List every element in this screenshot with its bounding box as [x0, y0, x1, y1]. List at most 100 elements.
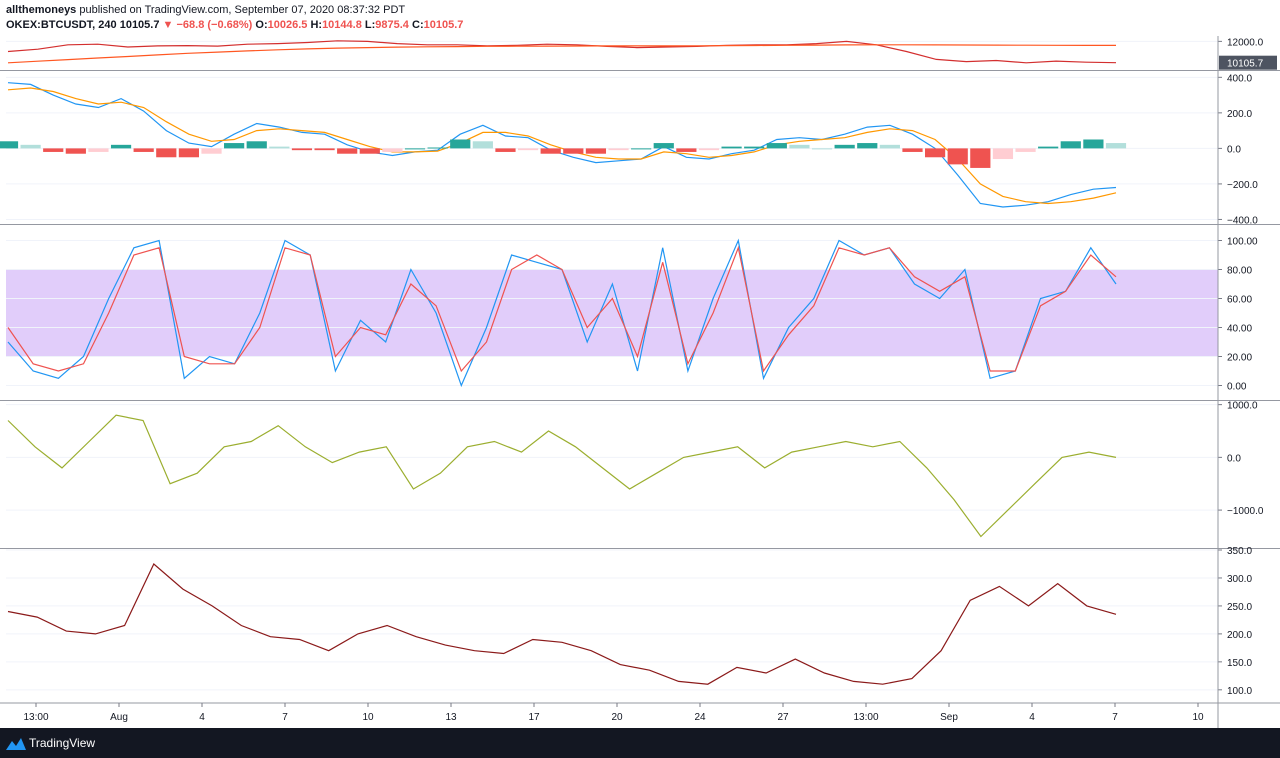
- histogram-bar: [653, 143, 674, 149]
- histogram-bar: [201, 148, 222, 154]
- histogram-bar: [133, 148, 154, 152]
- macd-macd-line: [7, 82, 1117, 208]
- x-tick-label: 17: [528, 712, 540, 723]
- open-label: O:: [255, 19, 268, 31]
- brand-label: TradingView: [29, 736, 96, 750]
- high-value: 10144.8: [322, 19, 362, 31]
- y-tick-label: −1000.0: [1227, 506, 1264, 517]
- histogram-bar: [992, 148, 1014, 160]
- low-label: L:: [364, 19, 376, 31]
- y-tick-label: 200.0: [1227, 109, 1252, 120]
- histogram-bar: [495, 148, 516, 152]
- histogram-bar: [224, 143, 245, 149]
- price-change: −68.8 (−0.68%): [176, 19, 253, 31]
- close-value: 10105.7: [423, 19, 464, 31]
- histogram-bar: [156, 148, 177, 158]
- open-value: 10026.5: [267, 19, 308, 31]
- chart-header: allthemoneys published on TradingView.co…: [0, 0, 1280, 36]
- histogram-bar: [608, 148, 629, 151]
- x-tick-label: Sep: [940, 712, 958, 723]
- stochastic-%D-line: [7, 245, 1117, 373]
- y-tick-label: 40.00: [1227, 324, 1252, 335]
- publish-info: allthemoneys published on TradingView.co…: [6, 4, 405, 16]
- histogram-bar: [721, 146, 742, 149]
- y-tick-label: 400.0: [1227, 73, 1252, 84]
- x-tick-label: 13: [445, 712, 457, 723]
- histogram-bar: [269, 146, 290, 149]
- y-tick-label: 1000.0: [1227, 401, 1258, 412]
- y-tick-label: 0.0: [1227, 144, 1241, 155]
- histogram-bar: [246, 141, 267, 149]
- histogram-bar: [857, 143, 878, 149]
- histogram-bar: [382, 148, 403, 152]
- volatility-value-line: [7, 563, 1117, 685]
- histogram-bar: [902, 148, 923, 152]
- histogram-bar: [676, 148, 697, 152]
- tradingview-logo[interactable]: TradingView: [6, 736, 95, 750]
- y-tick-label: −200.0: [1227, 180, 1258, 191]
- x-tick-label: 4: [1029, 712, 1035, 723]
- chart-svg[interactable]: 12000.0 10105.7 400.0 200.0 0.0 −200.0 −400.0 1…: [0, 36, 1280, 728]
- x-tick-label: 27: [777, 712, 789, 723]
- low-value: 9875.4: [375, 19, 409, 31]
- histogram-bar: [540, 148, 561, 154]
- price-price-line: [7, 40, 1117, 64]
- histogram-bar: [925, 148, 946, 158]
- histogram-bar: [834, 144, 855, 149]
- histogram-bar: [970, 148, 991, 168]
- x-tick-label: 4: [199, 712, 205, 723]
- momentum-pane[interactable]: 1000.0 0.0 −1000.0: [0, 400, 1280, 538]
- tradingview-logo-icon: [6, 737, 26, 750]
- chart-area[interactable]: 12000.0 10105.7 400.0 200.0 0.0 −200.0 −400.0 1…: [0, 36, 1280, 728]
- histogram-bar: [585, 148, 607, 154]
- histogram-bar: [698, 148, 720, 151]
- y-tick-label: 200.0: [1227, 630, 1252, 641]
- author-name[interactable]: allthemoneys: [6, 4, 77, 16]
- price-marker-label: 10105.7: [1227, 59, 1264, 70]
- macd-pane[interactable]: 400.0 200.0 0.0 −200.0 −400.0: [0, 70, 1280, 227]
- histogram-bar: [811, 148, 833, 150]
- price-pane[interactable]: 12000.0 10105.7: [6, 37, 1277, 70]
- high-label: H:: [310, 19, 323, 31]
- y-tick-label: 300.0: [1227, 574, 1252, 585]
- last-price: 10105.7: [119, 19, 160, 31]
- histogram-bar: [359, 148, 380, 154]
- x-tick-label: 7: [1112, 712, 1118, 723]
- histogram-bar: [291, 148, 313, 151]
- x-tick-label: 10: [1192, 712, 1204, 723]
- y-tick-label: 12000.0: [1227, 37, 1264, 48]
- y-tick-label: −400.0: [1227, 215, 1258, 226]
- x-tick-label: 13:00: [23, 712, 48, 723]
- histogram-bar: [427, 147, 448, 149]
- symbol-info: OKEX:BTCUSDT, 240 10105.7 ▼ −68.8 (−0.68…: [6, 19, 463, 31]
- histogram-bar: [789, 144, 810, 149]
- x-tick-label: 7: [282, 712, 288, 723]
- volatility-pane[interactable]: 350.0 300.0 250.0 200.0 150.0 100.0: [0, 546, 1280, 697]
- histogram-bar: [404, 148, 426, 150]
- histogram-bar: [1038, 146, 1059, 149]
- y-tick-label: 100.00: [1227, 237, 1258, 248]
- histogram-bar: [1083, 139, 1104, 149]
- y-tick-label: 60.00: [1227, 295, 1252, 306]
- y-tick-label: 250.0: [1227, 602, 1252, 613]
- y-tick-label: 0.0: [1227, 453, 1241, 464]
- y-tick-label: 0.00: [1227, 382, 1247, 393]
- histogram-bar: [450, 139, 471, 149]
- histogram-bar: [1015, 148, 1036, 152]
- y-tick-label: 350.0: [1227, 546, 1252, 557]
- symbol-label[interactable]: OKEX:BTCUSDT, 240: [6, 19, 117, 31]
- histogram-bar: [20, 144, 41, 149]
- histogram-bar: [0, 141, 19, 149]
- stoch-band: [6, 269, 1218, 357]
- histogram-bar: [1060, 141, 1081, 149]
- time-axis[interactable]: 13:00 Aug 4 7 10 13 17 20 24 27 13:00 Sep 4 7 10: [23, 703, 1204, 723]
- histogram-bar: [517, 148, 539, 151]
- x-tick-label: Aug: [110, 712, 128, 723]
- y-tick-label: 20.00: [1227, 353, 1252, 364]
- histogram-bar: [178, 148, 199, 158]
- price-ma-orange-line: [7, 44, 1116, 64]
- histogram-bar: [314, 148, 335, 151]
- histogram-bar: [337, 148, 358, 154]
- histogram-bar: [879, 144, 900, 149]
- stochastic-pane[interactable]: 100.00 80.00 60.00 40.00 20.00 0.00: [0, 224, 1280, 393]
